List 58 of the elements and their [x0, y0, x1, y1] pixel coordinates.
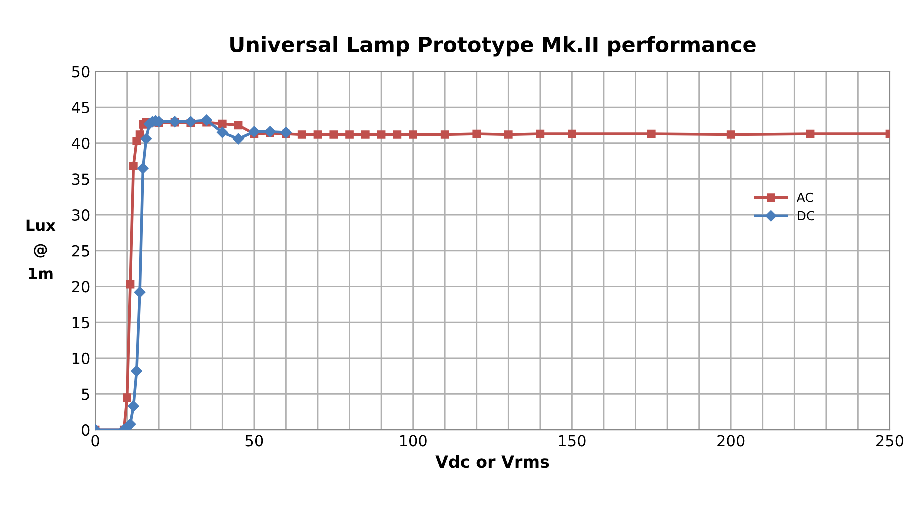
point — [130, 162, 138, 170]
y-tick-label: 35 — [72, 174, 90, 186]
point — [409, 130, 418, 139]
point — [132, 137, 142, 146]
y-tick-label: 5 — [82, 388, 90, 400]
x-tick-label: 0 — [92, 435, 100, 447]
legend-label: DC — [798, 211, 814, 221]
point — [806, 130, 815, 138]
point — [124, 418, 136, 430]
point — [264, 126, 276, 138]
point — [314, 130, 322, 139]
point — [346, 130, 354, 139]
point — [248, 126, 260, 138]
y-tick-label: 50 — [72, 66, 90, 78]
point — [647, 130, 656, 138]
y-tick-label: 20 — [72, 281, 90, 293]
point — [136, 130, 144, 139]
x-tick-label: 50 — [246, 435, 264, 447]
point — [218, 120, 227, 128]
point — [330, 130, 338, 139]
y-tick-label: 40 — [72, 138, 90, 150]
y-tick-label: 15 — [72, 317, 90, 329]
point — [201, 114, 212, 126]
legend-label: AC — [796, 192, 814, 202]
y-tick-label: 0 — [82, 424, 90, 436]
point — [377, 130, 386, 139]
y-tick-label: 10 — [72, 352, 90, 364]
point — [131, 366, 142, 377]
point — [140, 133, 152, 145]
point — [123, 394, 132, 402]
point — [726, 130, 736, 139]
point — [298, 130, 306, 139]
point — [138, 162, 149, 174]
x-tick-label: 100 — [400, 435, 427, 447]
y-tick-label: 30 — [72, 210, 90, 222]
point — [361, 130, 370, 139]
x-tick-label: 250 — [876, 435, 904, 447]
point — [568, 130, 576, 138]
point — [504, 130, 513, 139]
y-tick-label: 25 — [72, 245, 90, 257]
x-tick-label: 200 — [718, 435, 745, 447]
point — [128, 400, 140, 412]
point — [185, 116, 196, 128]
x-axis-title: Vdc or Vrms — [436, 455, 550, 468]
y-tick-label: 45 — [72, 102, 90, 114]
point — [536, 130, 545, 138]
point — [280, 127, 292, 138]
point — [472, 130, 482, 138]
y-axis-title: Lux @ 1m — [26, 220, 56, 280]
point — [234, 121, 243, 130]
point — [126, 280, 135, 289]
point — [232, 133, 244, 145]
x-tick-label: 150 — [559, 435, 586, 447]
point — [217, 127, 228, 138]
point — [393, 130, 402, 139]
point — [134, 286, 146, 298]
point — [440, 130, 450, 139]
chart-title: Universal Lamp Prototype Mk.II performance — [230, 36, 756, 57]
